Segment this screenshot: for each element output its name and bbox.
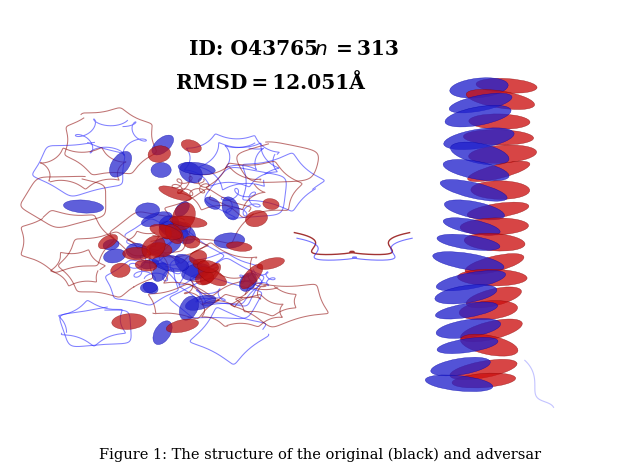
Ellipse shape: [458, 269, 527, 286]
Ellipse shape: [205, 197, 220, 209]
Ellipse shape: [469, 114, 530, 129]
Ellipse shape: [463, 130, 534, 145]
Ellipse shape: [152, 135, 173, 155]
Ellipse shape: [471, 181, 530, 199]
Ellipse shape: [450, 359, 517, 380]
Ellipse shape: [183, 236, 200, 248]
Ellipse shape: [227, 242, 252, 251]
Ellipse shape: [172, 203, 195, 230]
Ellipse shape: [241, 264, 263, 289]
Ellipse shape: [476, 78, 537, 93]
Ellipse shape: [464, 234, 525, 251]
Ellipse shape: [193, 259, 209, 270]
Ellipse shape: [460, 334, 518, 356]
Ellipse shape: [141, 259, 159, 269]
Ellipse shape: [112, 314, 146, 329]
Ellipse shape: [449, 93, 512, 113]
Ellipse shape: [461, 319, 522, 342]
Ellipse shape: [153, 321, 172, 344]
Ellipse shape: [445, 105, 511, 127]
Ellipse shape: [136, 203, 159, 219]
Ellipse shape: [435, 302, 498, 319]
Ellipse shape: [181, 139, 202, 153]
Ellipse shape: [140, 282, 157, 293]
Ellipse shape: [440, 180, 507, 201]
Ellipse shape: [452, 373, 516, 388]
Ellipse shape: [467, 202, 529, 219]
Ellipse shape: [198, 267, 227, 286]
Ellipse shape: [444, 200, 504, 220]
Ellipse shape: [466, 89, 534, 110]
Ellipse shape: [109, 151, 132, 177]
Ellipse shape: [143, 282, 158, 293]
Text: ID: O43765: ID: O43765: [189, 39, 328, 59]
Ellipse shape: [126, 243, 147, 258]
Text: Figure 1: The structure of the original (black) and adversar: Figure 1: The structure of the original …: [99, 448, 541, 462]
Ellipse shape: [166, 319, 198, 333]
Ellipse shape: [182, 263, 210, 280]
Ellipse shape: [433, 252, 504, 271]
Ellipse shape: [468, 161, 530, 182]
Ellipse shape: [159, 225, 172, 239]
Ellipse shape: [170, 216, 207, 227]
Ellipse shape: [195, 271, 214, 285]
Ellipse shape: [159, 186, 191, 201]
Ellipse shape: [159, 221, 188, 239]
Ellipse shape: [152, 255, 189, 271]
Ellipse shape: [246, 211, 268, 227]
Ellipse shape: [150, 224, 182, 239]
Ellipse shape: [135, 260, 157, 271]
Ellipse shape: [111, 263, 130, 278]
Ellipse shape: [159, 215, 179, 232]
Ellipse shape: [147, 242, 172, 257]
Ellipse shape: [168, 221, 196, 244]
Ellipse shape: [465, 254, 524, 274]
Ellipse shape: [200, 263, 221, 285]
Ellipse shape: [104, 249, 125, 263]
Ellipse shape: [460, 300, 518, 320]
Ellipse shape: [197, 261, 218, 272]
Ellipse shape: [149, 236, 181, 256]
Ellipse shape: [186, 295, 216, 310]
Ellipse shape: [178, 162, 215, 175]
Text: = 313: = 313: [332, 39, 398, 59]
Ellipse shape: [175, 202, 189, 217]
Ellipse shape: [141, 212, 172, 227]
Ellipse shape: [175, 254, 204, 278]
Ellipse shape: [123, 247, 150, 260]
Ellipse shape: [460, 218, 529, 235]
Ellipse shape: [437, 337, 498, 354]
Ellipse shape: [436, 319, 500, 338]
Ellipse shape: [148, 146, 170, 162]
Ellipse shape: [435, 285, 497, 304]
Ellipse shape: [436, 271, 506, 291]
Ellipse shape: [451, 142, 509, 165]
Ellipse shape: [444, 128, 514, 150]
Ellipse shape: [468, 145, 536, 163]
Ellipse shape: [222, 197, 239, 220]
Ellipse shape: [466, 287, 522, 308]
Ellipse shape: [63, 200, 104, 213]
Ellipse shape: [99, 234, 118, 249]
Ellipse shape: [103, 240, 119, 250]
Ellipse shape: [426, 375, 493, 392]
Ellipse shape: [450, 78, 508, 98]
Ellipse shape: [437, 234, 500, 250]
Text: $n$: $n$: [314, 40, 327, 58]
Ellipse shape: [179, 296, 198, 320]
Ellipse shape: [142, 236, 165, 259]
Ellipse shape: [152, 263, 168, 281]
Ellipse shape: [263, 198, 279, 210]
Ellipse shape: [189, 250, 207, 264]
Ellipse shape: [257, 257, 284, 270]
Ellipse shape: [431, 357, 490, 376]
Ellipse shape: [165, 224, 183, 244]
Ellipse shape: [444, 218, 500, 235]
Ellipse shape: [180, 162, 202, 183]
Ellipse shape: [151, 162, 171, 177]
Text: RMSD = 12.051Å: RMSD = 12.051Å: [176, 73, 365, 93]
Ellipse shape: [214, 233, 244, 249]
Ellipse shape: [239, 273, 257, 292]
Ellipse shape: [443, 160, 509, 181]
